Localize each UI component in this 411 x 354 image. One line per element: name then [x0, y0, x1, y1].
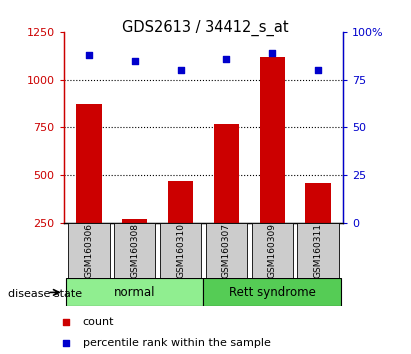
Point	[315, 67, 321, 73]
Point	[63, 341, 70, 346]
Bar	[168, 181, 193, 271]
Point	[63, 319, 70, 325]
Text: GDS2613 / 34412_s_at: GDS2613 / 34412_s_at	[122, 19, 289, 36]
FancyBboxPatch shape	[206, 223, 247, 278]
Text: disease state: disease state	[8, 289, 82, 299]
Text: count: count	[83, 317, 114, 327]
Text: GSM160310: GSM160310	[176, 223, 185, 278]
Text: normal: normal	[114, 286, 155, 298]
FancyBboxPatch shape	[68, 223, 109, 278]
FancyBboxPatch shape	[252, 223, 293, 278]
FancyBboxPatch shape	[114, 223, 155, 278]
Text: GSM160308: GSM160308	[130, 223, 139, 278]
Bar	[214, 124, 239, 271]
Text: Rett syndrome: Rett syndrome	[229, 286, 316, 298]
Text: GSM160306: GSM160306	[84, 223, 93, 278]
Text: GSM160311: GSM160311	[314, 223, 323, 278]
Bar	[305, 183, 330, 271]
Bar	[122, 219, 147, 271]
Text: percentile rank within the sample: percentile rank within the sample	[83, 338, 270, 348]
Text: GSM160309: GSM160309	[268, 223, 277, 278]
Bar	[260, 57, 285, 271]
Point	[269, 50, 275, 56]
FancyBboxPatch shape	[298, 223, 339, 278]
FancyBboxPatch shape	[203, 278, 341, 306]
FancyBboxPatch shape	[66, 278, 203, 306]
FancyBboxPatch shape	[160, 223, 201, 278]
Point	[223, 56, 230, 62]
Point	[132, 58, 138, 63]
Point	[177, 67, 184, 73]
Point	[85, 52, 92, 58]
Text: GSM160307: GSM160307	[222, 223, 231, 278]
Bar	[76, 104, 102, 271]
